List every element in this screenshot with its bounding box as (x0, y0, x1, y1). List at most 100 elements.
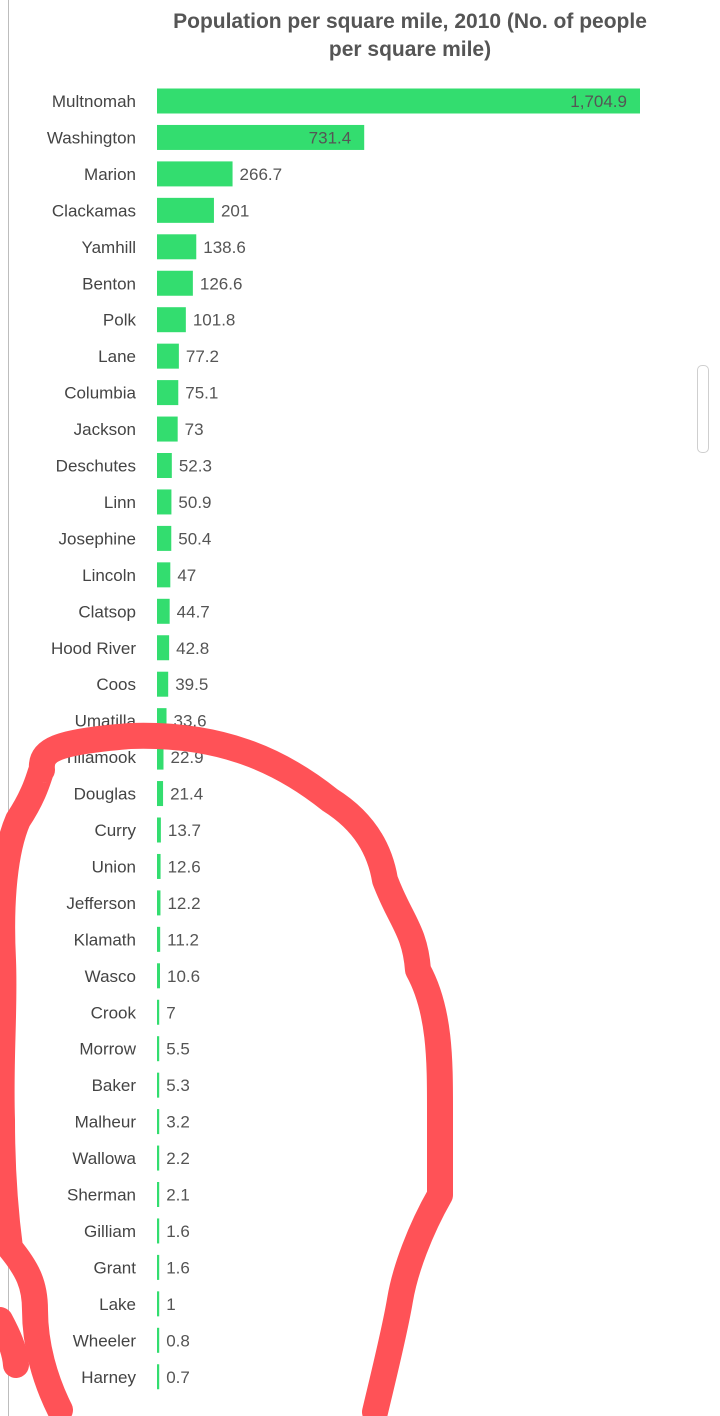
value-label: 1.6 (166, 1258, 190, 1277)
value-label: 731.4 (309, 128, 352, 147)
value-label: 21.4 (170, 785, 203, 804)
bar (157, 270, 193, 296)
bar (157, 999, 160, 1025)
value-label: 22.9 (170, 748, 203, 767)
bar (157, 380, 179, 406)
value-label: 1.6 (166, 1222, 190, 1241)
bar (157, 343, 179, 369)
category-label: Grant (93, 1258, 136, 1277)
bar (157, 853, 161, 879)
category-label: Baker (92, 1076, 137, 1095)
bar (157, 1145, 160, 1171)
bar (157, 890, 161, 916)
category-label: Washington (47, 128, 136, 147)
value-label: 7 (166, 1003, 175, 1022)
category-label: Columbia (64, 384, 136, 403)
value-label: 12.2 (167, 894, 200, 913)
category-label: Douglas (74, 785, 136, 804)
value-label: 201 (221, 201, 249, 220)
category-label: Lake (99, 1295, 136, 1314)
category-label: Yamhill (82, 238, 136, 257)
category-label: Wallowa (72, 1149, 136, 1168)
bar (157, 525, 172, 551)
value-label: 5.5 (166, 1040, 190, 1059)
value-label: 50.4 (178, 529, 211, 548)
bar (157, 926, 161, 952)
bar (157, 453, 172, 478)
category-label: Sherman (67, 1186, 136, 1205)
category-label: Clatsop (78, 602, 136, 621)
bar (157, 781, 164, 807)
value-label: 39.5 (175, 675, 208, 694)
value-label: 3.2 (166, 1113, 190, 1132)
red-circle-tail (0, 1307, 29, 1378)
value-label: 77.2 (186, 347, 219, 366)
red-circle-stroke (0, 722, 454, 1416)
value-label: 44.7 (177, 602, 210, 621)
bar (157, 744, 164, 770)
scrollbar-thumb[interactable] (697, 365, 709, 453)
value-label: 126.6 (200, 274, 243, 293)
value-label: 11.2 (167, 930, 199, 949)
category-label: Crook (91, 1003, 137, 1022)
bar (157, 1327, 160, 1353)
category-label: Josephine (58, 529, 136, 548)
category-label: Deschutes (56, 457, 136, 476)
bar (157, 1072, 160, 1098)
category-label: Harney (81, 1368, 136, 1387)
value-label: 266.7 (240, 165, 283, 184)
category-label: Lane (98, 347, 136, 366)
category-label: Polk (103, 311, 137, 330)
category-label: Multnomah (52, 92, 136, 111)
value-label: 50.9 (178, 493, 211, 512)
chart-title: Population per square mile, 2010 (No. of… (173, 10, 647, 61)
bar (157, 1364, 160, 1390)
bar (157, 562, 171, 588)
value-label: 1 (166, 1295, 175, 1314)
bar (157, 489, 172, 515)
category-label: Wheeler (73, 1331, 137, 1350)
bar (157, 197, 214, 223)
value-label: 42.8 (176, 639, 209, 658)
bar (157, 817, 161, 843)
value-label: 52.3 (179, 457, 212, 476)
category-label: Morrow (79, 1040, 136, 1059)
bar (157, 1254, 160, 1280)
value-label: 10.6 (167, 967, 200, 986)
bar (157, 1109, 160, 1135)
bar (157, 963, 161, 989)
value-label: 101.8 (193, 311, 236, 330)
bars-layer: Multnomah 1,704.9 Washington 731.4 Marion 266… (47, 88, 640, 1390)
bar (157, 161, 233, 187)
value-label: 0.8 (166, 1331, 190, 1350)
category-label: Clackamas (52, 201, 136, 220)
category-label: Jackson (74, 420, 136, 439)
value-label: 0.7 (166, 1368, 190, 1387)
bar (157, 1291, 160, 1317)
category-label: Coos (96, 675, 136, 694)
value-label: 73 (185, 420, 204, 439)
category-label: Linn (104, 493, 136, 512)
bar (157, 1218, 160, 1244)
value-label: 5.3 (166, 1076, 190, 1095)
bar (157, 124, 365, 150)
bar (157, 708, 167, 734)
red-annotation-circle (0, 722, 454, 1416)
value-label: 47 (177, 566, 196, 585)
bar (157, 416, 178, 442)
category-label: Curry (94, 821, 136, 840)
value-label: 138.6 (203, 238, 246, 257)
category-label: Hood River (51, 639, 136, 658)
value-label: 2.2 (166, 1149, 190, 1168)
category-label: Wasco (85, 967, 136, 986)
value-label: 12.6 (168, 857, 201, 876)
value-label: 1,704.9 (570, 92, 627, 111)
category-label: Gilliam (84, 1222, 136, 1241)
value-label: 75.1 (185, 384, 218, 403)
category-label: Klamath (74, 930, 136, 949)
bar (157, 307, 186, 333)
bar (157, 88, 640, 114)
chart-left-border (8, 0, 9, 1416)
category-label: Marion (84, 165, 136, 184)
